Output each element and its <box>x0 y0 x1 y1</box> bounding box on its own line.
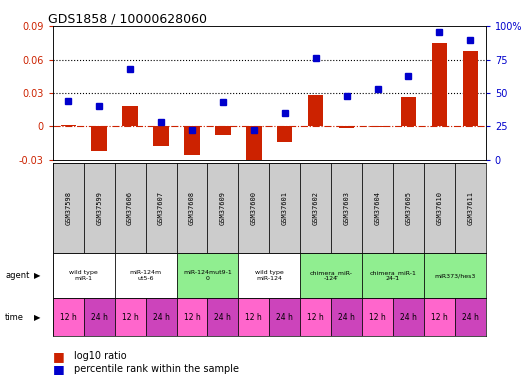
Bar <box>176 298 208 336</box>
Bar <box>331 163 362 253</box>
Text: 24 h: 24 h <box>276 313 293 322</box>
Text: miR-124m
ut5-6: miR-124m ut5-6 <box>129 270 162 281</box>
Bar <box>53 253 115 298</box>
Text: GSM37608: GSM37608 <box>189 191 195 225</box>
Bar <box>238 163 269 253</box>
Bar <box>115 163 146 253</box>
Text: ▶: ▶ <box>34 313 41 322</box>
Text: GSM37603: GSM37603 <box>344 191 350 225</box>
Text: GSM37598: GSM37598 <box>65 191 71 225</box>
Bar <box>115 253 176 298</box>
Text: wild type
miR-1: wild type miR-1 <box>69 270 98 281</box>
Bar <box>455 163 486 253</box>
Bar <box>362 163 393 253</box>
Bar <box>362 253 424 298</box>
Text: 12 h: 12 h <box>307 313 324 322</box>
Text: miR373/hes3: miR373/hes3 <box>434 273 476 278</box>
Bar <box>215 126 231 135</box>
Text: agent: agent <box>5 271 30 280</box>
Text: GSM37605: GSM37605 <box>406 191 411 225</box>
Text: GSM37611: GSM37611 <box>467 191 473 225</box>
Bar <box>370 126 385 127</box>
Bar <box>331 298 362 336</box>
Text: time: time <box>5 313 24 322</box>
Text: 12 h: 12 h <box>60 313 77 322</box>
Text: chimera_miR-1
24-1: chimera_miR-1 24-1 <box>370 270 417 282</box>
Text: GSM37609: GSM37609 <box>220 191 226 225</box>
Bar <box>393 163 424 253</box>
Text: GSM37600: GSM37600 <box>251 191 257 225</box>
Bar <box>424 298 455 336</box>
Text: miR-124mut9-1
0: miR-124mut9-1 0 <box>183 270 232 281</box>
Text: 24 h: 24 h <box>91 313 108 322</box>
Text: ■: ■ <box>53 363 64 375</box>
Text: GSM37604: GSM37604 <box>374 191 381 225</box>
Text: 12 h: 12 h <box>431 313 448 322</box>
Bar <box>176 253 238 298</box>
Bar <box>463 51 478 126</box>
Bar <box>238 253 300 298</box>
Text: percentile rank within the sample: percentile rank within the sample <box>74 364 239 374</box>
Bar <box>53 163 84 253</box>
Text: log10 ratio: log10 ratio <box>74 351 127 361</box>
Bar <box>339 126 354 128</box>
Bar <box>53 298 84 336</box>
Bar <box>153 126 169 146</box>
Bar <box>238 298 269 336</box>
Bar <box>208 163 238 253</box>
Text: GSM37601: GSM37601 <box>282 191 288 225</box>
Text: chimera_miR-
-124: chimera_miR- -124 <box>309 270 353 282</box>
Bar <box>269 163 300 253</box>
Text: 12 h: 12 h <box>369 313 386 322</box>
Bar <box>146 163 176 253</box>
Bar <box>424 253 486 298</box>
Text: 12 h: 12 h <box>246 313 262 322</box>
Text: GDS1858 / 10000628060: GDS1858 / 10000628060 <box>49 12 208 25</box>
Bar <box>300 298 331 336</box>
Bar <box>208 298 238 336</box>
Text: ▶: ▶ <box>34 271 41 280</box>
Text: 24 h: 24 h <box>153 313 169 322</box>
Bar <box>91 126 107 151</box>
Text: GSM37606: GSM37606 <box>127 191 133 225</box>
Bar <box>84 298 115 336</box>
Text: 24 h: 24 h <box>214 313 231 322</box>
Bar <box>455 298 486 336</box>
Bar <box>401 98 416 126</box>
Text: 24 h: 24 h <box>400 313 417 322</box>
Text: wild type
miR-124: wild type miR-124 <box>255 270 284 281</box>
Text: GSM37610: GSM37610 <box>436 191 442 225</box>
Bar <box>362 298 393 336</box>
Text: 24 h: 24 h <box>338 313 355 322</box>
Bar <box>61 125 76 126</box>
Bar <box>393 298 424 336</box>
Bar <box>300 163 331 253</box>
Text: GSM37602: GSM37602 <box>313 191 319 225</box>
Bar <box>432 43 447 126</box>
Text: 12 h: 12 h <box>122 313 138 322</box>
Bar <box>184 126 200 155</box>
Bar <box>424 163 455 253</box>
Bar <box>115 298 146 336</box>
Bar <box>277 126 293 142</box>
Text: ■: ■ <box>53 350 64 363</box>
Bar <box>146 298 176 336</box>
Text: 24 h: 24 h <box>462 313 479 322</box>
Text: 12 h: 12 h <box>184 313 200 322</box>
Bar <box>269 298 300 336</box>
Bar <box>84 163 115 253</box>
Bar <box>300 253 362 298</box>
Bar <box>246 126 261 164</box>
Bar <box>176 163 208 253</box>
Text: GSM37607: GSM37607 <box>158 191 164 225</box>
Text: GSM37599: GSM37599 <box>96 191 102 225</box>
Bar <box>308 95 323 126</box>
Bar <box>122 106 138 126</box>
